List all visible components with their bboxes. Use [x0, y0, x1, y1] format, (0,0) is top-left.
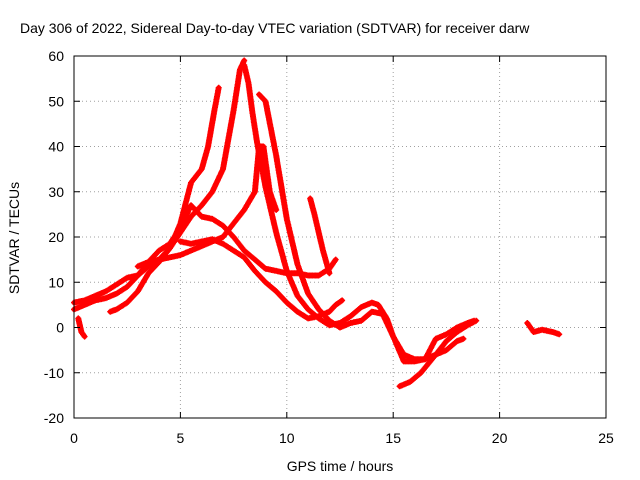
- series-markers: [524, 320, 563, 338]
- y-axis-title: SDTVAR / TECUs: [6, 182, 22, 294]
- series-markers: [75, 315, 88, 340]
- x-tick-label: 20: [492, 430, 508, 446]
- series-markers: [256, 91, 478, 365]
- y-tick-label: 40: [48, 139, 64, 155]
- series-layer: [71, 57, 563, 390]
- series-track-9: [396, 317, 480, 390]
- series-markers: [107, 57, 248, 315]
- series-markers: [134, 143, 280, 270]
- grid: [74, 56, 606, 418]
- y-tick-label: -10: [44, 365, 64, 381]
- series-track-7: [256, 91, 478, 365]
- series-line: [107, 58, 247, 315]
- axis-ticks: 0 5 10 15 20 25 -20 -10 0 10 20 30 40 50 60: [44, 48, 614, 446]
- y-tick-label: 50: [48, 93, 64, 109]
- y-tick-label: 30: [48, 184, 64, 200]
- series-track-11: [524, 320, 563, 338]
- series-track-8: [307, 195, 333, 277]
- x-axis-title: GPS time / hours: [287, 458, 394, 474]
- y-tick-label: 60: [48, 48, 64, 64]
- x-tick-label: 15: [385, 430, 401, 446]
- y-tick-label: 20: [48, 229, 64, 245]
- series-markers: [396, 317, 480, 390]
- series-track-6: [241, 62, 467, 363]
- x-tick-label: 25: [598, 430, 614, 446]
- series-markers: [307, 195, 333, 277]
- series-markers: [241, 62, 467, 363]
- series-track-3: [107, 57, 248, 315]
- chart-title: Day 306 of 2022, Sidereal Day-to-day VTE…: [20, 20, 530, 36]
- y-tick-label: 10: [48, 274, 64, 290]
- x-tick-label: 5: [177, 430, 185, 446]
- series-track-10: [75, 315, 88, 340]
- x-tick-label: 10: [279, 430, 295, 446]
- x-tick-label: 0: [70, 430, 78, 446]
- y-tick-label: 0: [56, 320, 64, 336]
- y-tick-label: -20: [44, 410, 64, 426]
